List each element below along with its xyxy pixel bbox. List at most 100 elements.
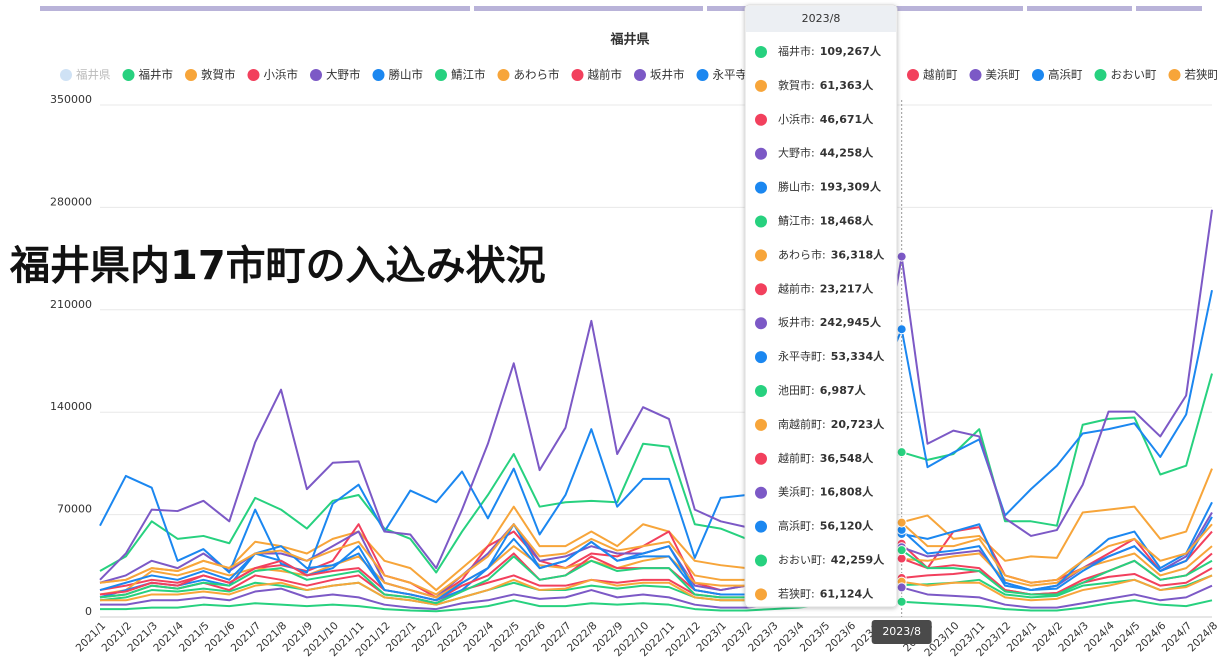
legend-label: 越前市	[588, 68, 623, 82]
tooltip-box	[744, 4, 898, 608]
tooltip-separator: :	[811, 587, 815, 600]
tooltip-separator: :	[811, 486, 815, 499]
tooltip-value: 242,945人	[820, 315, 882, 329]
tooltip-name: あわら市	[778, 247, 822, 261]
series-line	[99, 289, 1213, 574]
tooltip-name: 敦賀市	[778, 78, 811, 92]
tooltip-name: 勝山市	[778, 180, 811, 194]
series-line	[100, 574, 1213, 606]
tooltip-separator: :	[811, 520, 815, 533]
tooltip-separator: :	[811, 215, 815, 228]
tooltip-value: 36,318人	[831, 247, 885, 261]
hover-dot	[896, 517, 907, 528]
series-line	[100, 584, 1213, 611]
legend-item: 大野市	[310, 68, 361, 82]
legend-swatch	[435, 69, 447, 81]
legend-swatch	[372, 69, 385, 81]
legend-swatch	[310, 69, 322, 81]
tooltip-separator: :	[822, 418, 826, 431]
tooltip-swatch	[755, 249, 767, 262]
legend-label: 福井市	[139, 68, 174, 82]
legend-item: 敦賀市	[185, 68, 236, 82]
legend-item: 福井市	[122, 68, 174, 82]
hover-dot	[896, 447, 907, 458]
tooltip-swatch	[755, 46, 767, 58]
legend-label: 坂井市	[650, 68, 685, 82]
tooltip-name: 永平寺町	[778, 349, 822, 363]
legend-item: 小浜市	[247, 68, 298, 82]
tooltip-swatch	[755, 215, 767, 228]
hover-dot	[896, 553, 907, 564]
legend-swatch	[1094, 69, 1107, 81]
tooltip-value: 61,124人	[820, 586, 874, 600]
legend-item: 福井県	[60, 68, 111, 82]
tooltip-separator: :	[811, 147, 815, 160]
tooltip-separator: :	[811, 45, 815, 58]
tab-bar	[1136, 6, 1202, 11]
y-tick-label: 70000	[57, 503, 92, 516]
tooltip-separator: :	[811, 282, 815, 295]
tooltip: 2023/8福井市:109,267人敦賀市:61,363人小浜市:46,671人…	[744, 4, 898, 608]
legend-item: 坂井市	[634, 68, 685, 82]
legend-swatch	[634, 69, 646, 81]
series-line	[100, 599, 1213, 613]
tooltip-value: 6,987人	[820, 383, 867, 397]
legend-swatch	[185, 69, 197, 81]
legend-item: おおい町	[1094, 68, 1157, 82]
tooltip-separator: :	[822, 248, 826, 261]
series-line	[99, 574, 1213, 606]
tab-bar	[1027, 6, 1132, 11]
series-line	[99, 549, 1213, 605]
tooltip-name: 南越前町	[778, 417, 822, 431]
y-tick-label: 140000	[50, 400, 92, 413]
tooltip-swatch	[755, 520, 767, 533]
tooltip-name: 福井市	[778, 44, 811, 58]
legend-label: 美浜町	[986, 68, 1021, 82]
tooltip-value: 46,671人	[820, 112, 874, 126]
tooltip-name: 高浜町	[778, 519, 811, 533]
legend-item: 高浜町	[1032, 68, 1083, 82]
tooltip-separator: :	[811, 113, 815, 126]
legend-item: 美浜町	[969, 68, 1021, 82]
tooltip-value: 193,309人	[820, 180, 882, 194]
series-line	[99, 521, 1213, 596]
series-line	[99, 209, 1213, 581]
legend-label: 勝山市	[389, 68, 424, 82]
tooltip-value: 42,259人	[831, 553, 885, 567]
tooltip-swatch	[755, 452, 767, 465]
legend-swatch	[969, 69, 982, 81]
tooltip-swatch	[755, 317, 767, 330]
tooltip-swatch	[755, 147, 767, 160]
tooltip-separator: :	[811, 79, 815, 92]
tooltip-separator: :	[811, 181, 815, 194]
tooltip-swatch	[755, 113, 767, 126]
y-tick-label: 280000	[50, 195, 92, 208]
hover-dot	[896, 324, 907, 335]
legend-item: 鯖江市	[435, 68, 486, 82]
legend-swatch	[571, 69, 584, 81]
legend-label: 敦賀市	[201, 68, 236, 82]
tab-bar	[474, 6, 703, 11]
tooltip-value: 53,334人	[831, 349, 885, 363]
tooltip-value: 36,548人	[820, 451, 874, 465]
legend-label: 越前町	[923, 68, 958, 82]
hover-dot	[896, 596, 907, 607]
tooltip-value: 61,363人	[820, 78, 874, 92]
legend-label: あわら市	[514, 68, 560, 82]
overlay-title: 福井県内17市町の入込み状況	[9, 243, 546, 289]
x-hover-box	[871, 620, 932, 644]
legend-item: 越前町	[907, 68, 958, 82]
legend-swatch	[907, 69, 919, 81]
legend-item: 越前市	[571, 68, 623, 82]
tooltip-swatch	[755, 283, 767, 296]
tooltip-swatch	[755, 181, 767, 194]
tooltip-value: 16,808人	[820, 485, 874, 499]
tooltip-separator: :	[811, 452, 815, 465]
tooltip-name: 若狭町	[778, 587, 811, 600]
tooltip-name: 大野市	[778, 146, 811, 160]
legend-swatch	[497, 69, 510, 81]
tooltip-name: おおい町	[778, 554, 822, 567]
tooltip-value: 56,120人	[820, 519, 874, 533]
tooltip-header: 2023/8	[802, 12, 841, 25]
